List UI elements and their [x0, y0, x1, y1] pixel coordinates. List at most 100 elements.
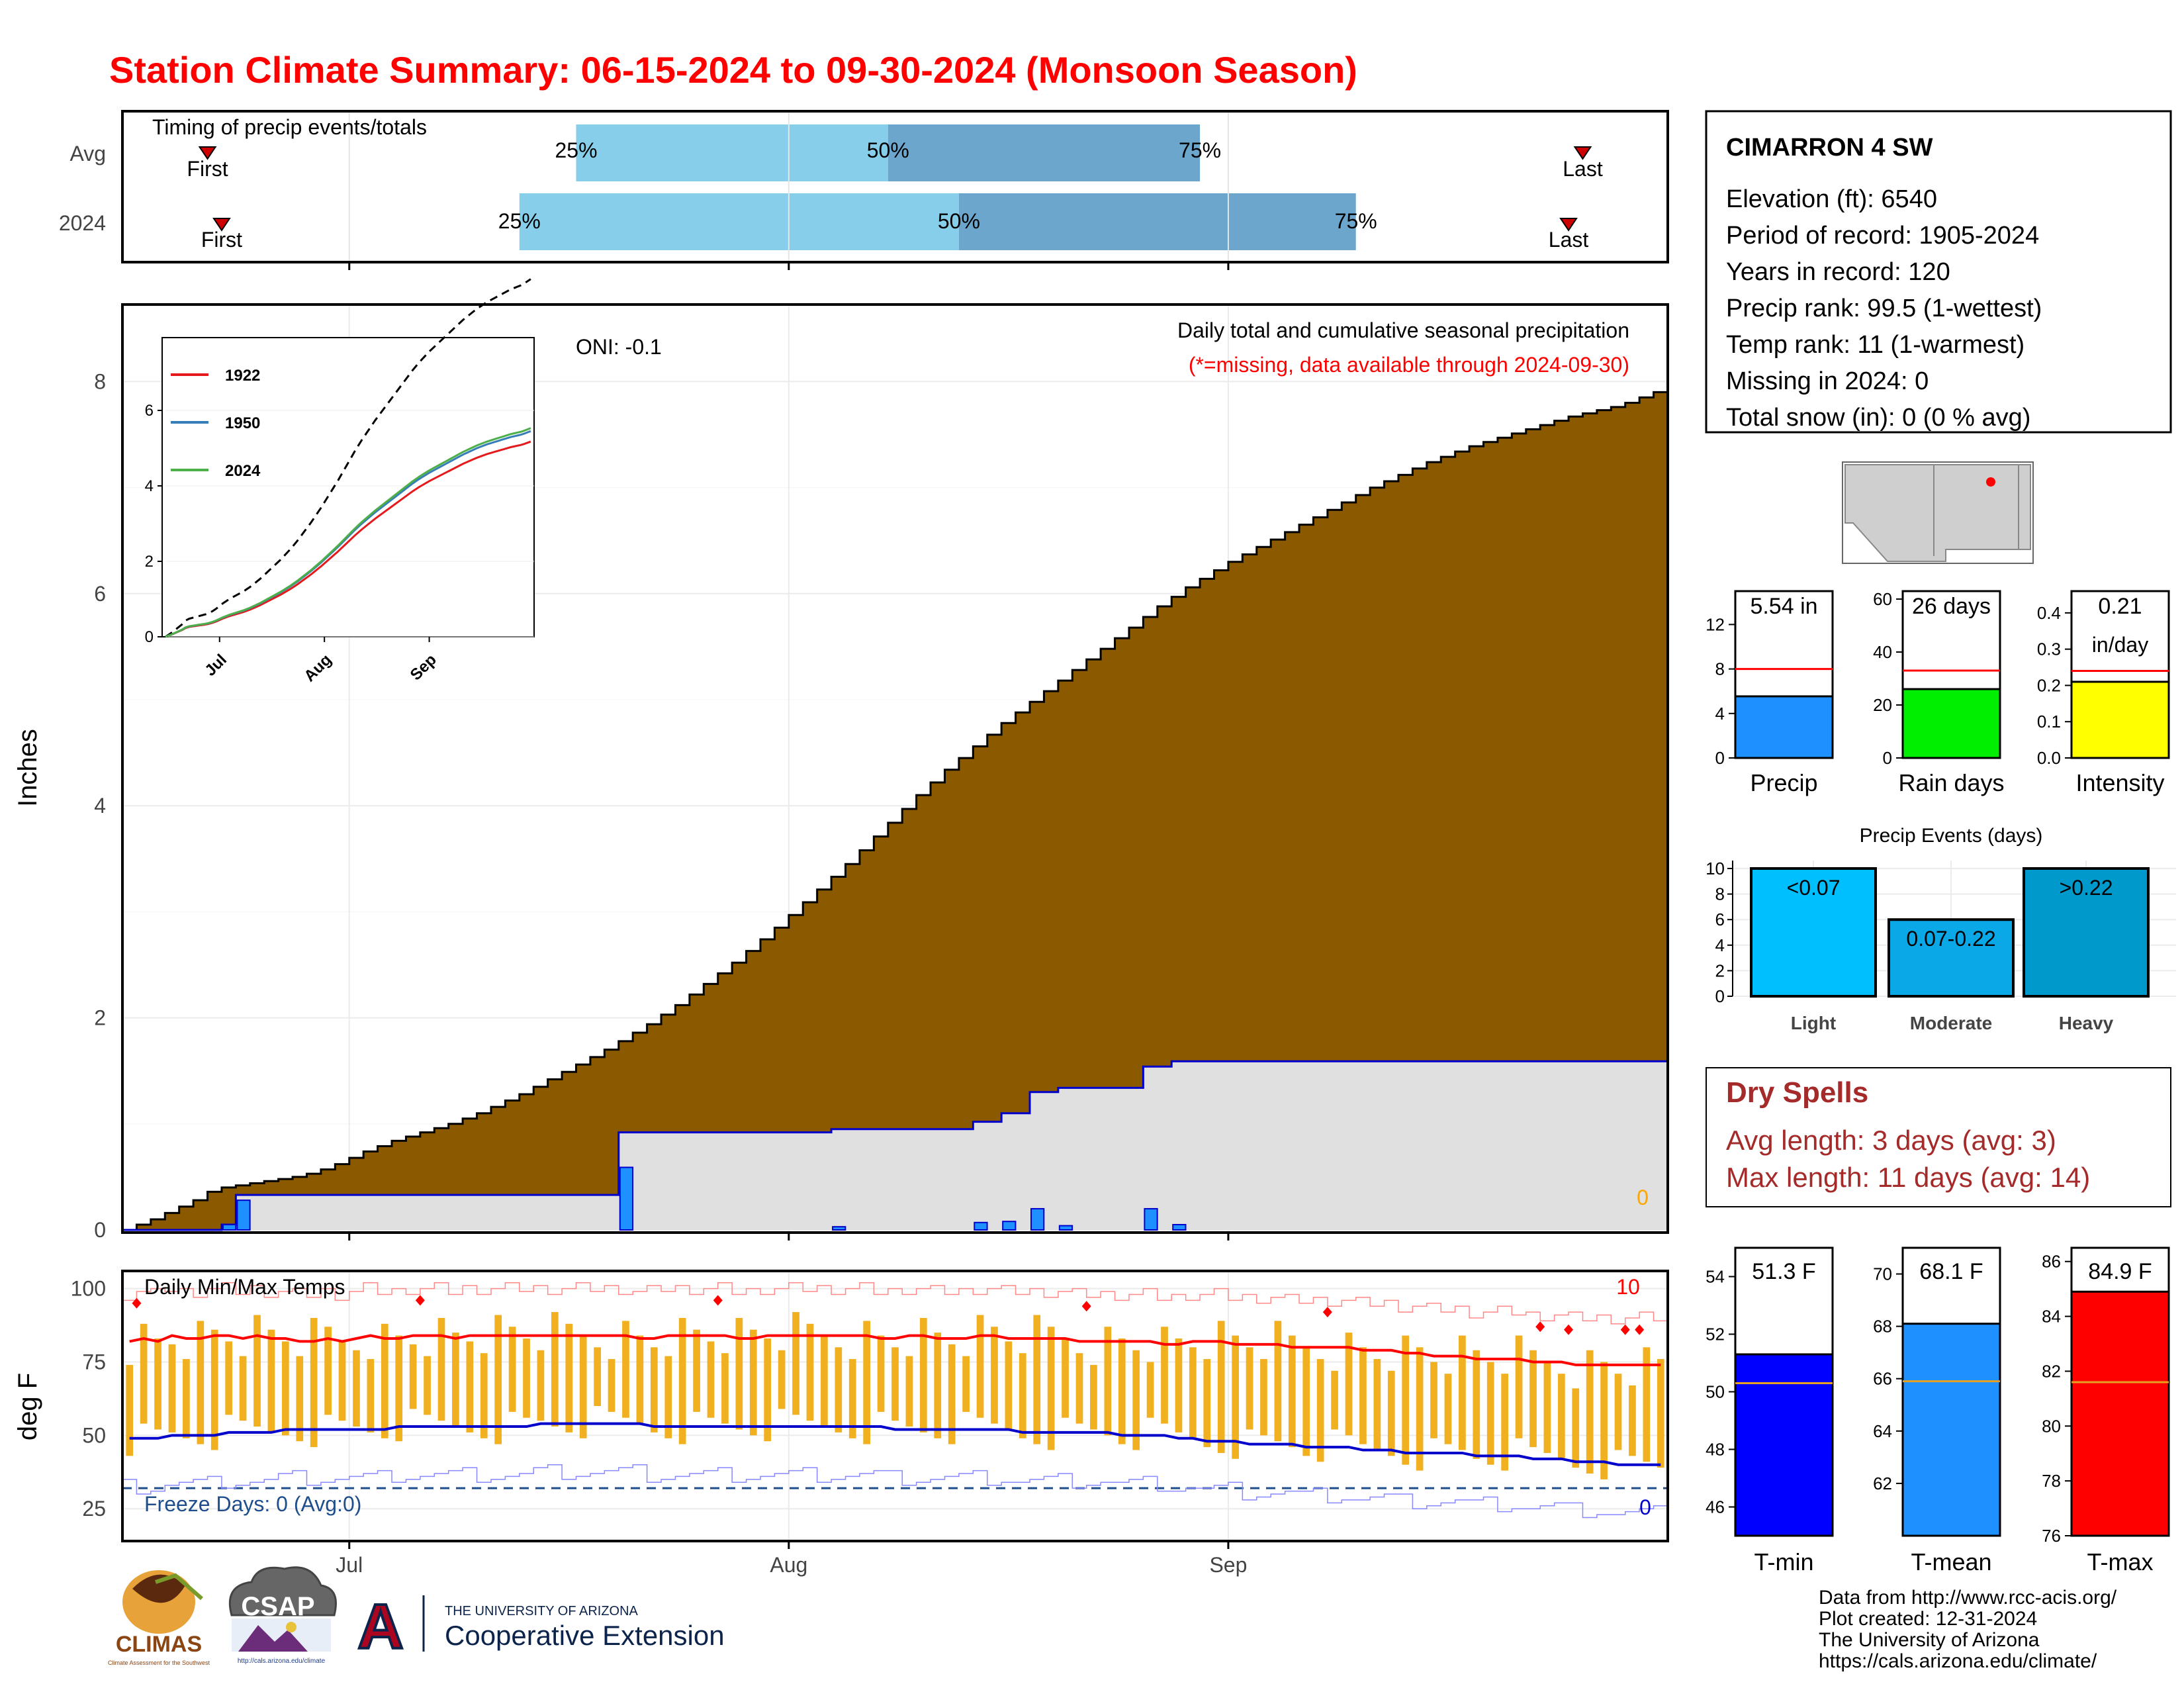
temp-bar-tick-label: 66	[1873, 1369, 1892, 1389]
precip-chart: Inches 0 2 4 6 8 Daily total and cumulat…	[13, 303, 1669, 1242]
record-high-envelope	[122, 1282, 1668, 1325]
daily-temp-range-bar	[1331, 1370, 1338, 1430]
temp-bar-value-label: 51.3 F	[1752, 1259, 1815, 1284]
daily-temp-range-bar	[1600, 1362, 1608, 1479]
daily-temp-range-bar	[239, 1356, 247, 1421]
record-high-marker	[1322, 1307, 1332, 1318]
mini-bar-value-label: 0.21	[2098, 594, 2142, 619]
daily-temp-range-bar	[281, 1341, 289, 1436]
daily-temp-range-bar	[409, 1344, 417, 1409]
observed-cumulative-line	[122, 1060, 1668, 1231]
temp-bar-tick-label: 46	[1706, 1497, 1725, 1517]
station-line: Period of record: 1905-2024	[1726, 222, 2039, 250]
average-cumulative-line	[122, 391, 1668, 1231]
record-high-marker	[1564, 1324, 1574, 1335]
inset-y-tick: 0	[145, 628, 154, 646]
daily-temp-range-bar	[1090, 1364, 1097, 1430]
precip-y-tick: 8	[94, 369, 106, 393]
daily-temp-range-bar	[565, 1323, 573, 1432]
station-line: Missing in 2024: 0	[1726, 367, 1929, 395]
map-states	[1844, 464, 2031, 562]
svg-text:http://cals.arizona.edu/climat: http://cals.arizona.edu/climate	[238, 1658, 326, 1665]
station-info: CIMARRON 4 SW Elevation (ft): 6540 Perio…	[1705, 110, 2172, 434]
timing-avg-q25: 25%	[555, 138, 597, 162]
station-name: CIMARRON 4 SW	[1726, 134, 1933, 162]
daily-temp-range-bar	[437, 1317, 445, 1421]
daily-temp-range-bar	[622, 1321, 629, 1418]
daily-temp-range-bar	[452, 1333, 459, 1427]
inset-mean-line	[165, 278, 531, 638]
daily-precip-bar	[1172, 1223, 1187, 1231]
temp-bar-tick-label: 76	[2042, 1526, 2061, 1546]
temp-chart: deg F 25 50 75 100 Jul Aug Sep Daily Min…	[13, 1270, 1669, 1577]
ua-logo: A THE UNIVERSITY OF ARIZONA Cooperative …	[356, 1590, 725, 1664]
daily-temp-range-bar	[1189, 1347, 1197, 1438]
daily-temp-range-bar	[1444, 1374, 1452, 1444]
timing-label: Timing of precip events/totals	[152, 115, 427, 139]
svg-text:CLIMAS: CLIMAS	[116, 1632, 202, 1657]
daily-temp-range-bar	[721, 1353, 729, 1424]
daily-temp-range-bar	[1373, 1359, 1381, 1450]
timing-row-avg-label: Avg	[69, 142, 106, 165]
timing-avg-q75: 75%	[1179, 138, 1221, 162]
mini-bar-value-label: 26 days	[1912, 594, 1991, 619]
page-title: Station Climate Summary: 06-15-2024 to 0…	[109, 49, 1357, 91]
last-event-marker	[1573, 146, 1592, 160]
freeze-days-label: Freeze Days: 0 (Avg:0)	[144, 1492, 361, 1516]
record-high-marker	[1535, 1321, 1545, 1333]
daily-temp-range-bar	[1033, 1315, 1041, 1444]
mini-bar-tick-label: 20	[1873, 695, 1892, 715]
daily-temp-range-bar	[253, 1315, 261, 1427]
daily-temp-range-bar	[296, 1356, 304, 1442]
daily-temp-range-bar	[594, 1347, 601, 1406]
station-line: Years in record: 120	[1726, 258, 1950, 286]
temp-x-tick: Aug	[770, 1553, 807, 1577]
mini-bar-value	[1734, 695, 1834, 759]
events-category: Heavy	[2059, 1013, 2114, 1033]
temp-bar-tick-label: 50	[1706, 1382, 1725, 1402]
temp-bar-value	[1901, 1323, 2001, 1537]
daily-temp-range-bar	[1203, 1359, 1211, 1448]
mini-bar-charts: 5.54 in 0 4 8 12 Precip 26 days 0 20 40 60 Rain day…	[1706, 589, 2170, 796]
daily-temp-range-bar	[395, 1335, 403, 1442]
daily-temp-range-bar	[1246, 1347, 1253, 1430]
daily-temp-range-bar	[197, 1321, 205, 1444]
avg-max-temp-line	[129, 1334, 1661, 1366]
daily-temp-range-bar	[1657, 1359, 1664, 1468]
daily-temp-range-bar	[905, 1356, 913, 1427]
timing-2024-q50: 50%	[938, 209, 980, 233]
temp-bar-tick-label: 64	[1873, 1421, 1892, 1441]
dry-spells-box: Dry Spells Avg length: 3 days (avg: 3) M…	[1706, 1067, 2171, 1207]
temp-bar-tick-label: 68	[1873, 1317, 1892, 1336]
observed-cumulative-area	[122, 1061, 1668, 1230]
timing-2024-q25: 25%	[498, 209, 541, 233]
mini-bar-tick-label: 0.1	[2037, 712, 2061, 731]
temp-bar-tick-label: 48	[1706, 1440, 1725, 1460]
daily-temp-range-bar	[1643, 1347, 1651, 1462]
missing-count: 0	[1637, 1186, 1649, 1209]
daily-temp-range-bar	[678, 1317, 686, 1444]
daily-temp-range-bar	[1232, 1335, 1239, 1459]
daily-temp-range-bar	[210, 1329, 218, 1450]
events-y-tick: 2	[1715, 961, 1725, 980]
daily-temp-range-bar	[1104, 1327, 1112, 1436]
events-y-tick: 10	[1706, 859, 1725, 878]
hot-days-count: 10	[1616, 1275, 1640, 1299]
mini-bar-value	[2070, 680, 2170, 759]
daily-temp-range-bar	[1387, 1370, 1395, 1456]
daily-temp-range-bar	[778, 1350, 786, 1409]
events-bar-label: <0.07	[1787, 876, 1841, 900]
svg-text:Cooperative Extension: Cooperative Extension	[445, 1620, 725, 1651]
daily-temp-range-bar	[381, 1323, 388, 1438]
events-y-tick: 8	[1715, 884, 1725, 904]
record-high-marker	[415, 1295, 425, 1306]
temp-y-tick: 25	[82, 1497, 106, 1521]
last-event-marker	[1559, 218, 1578, 232]
temp-y-label: deg F	[13, 1373, 42, 1440]
inset-line-2024	[165, 427, 531, 638]
temp-chart-label: Daily Min/Max Temps	[144, 1275, 345, 1299]
mini-bar-tick-label: 8	[1715, 659, 1725, 679]
events-y-tick: 6	[1715, 910, 1725, 929]
daily-temp-range-bar	[1501, 1374, 1509, 1471]
daily-temp-range-bar	[579, 1335, 587, 1438]
